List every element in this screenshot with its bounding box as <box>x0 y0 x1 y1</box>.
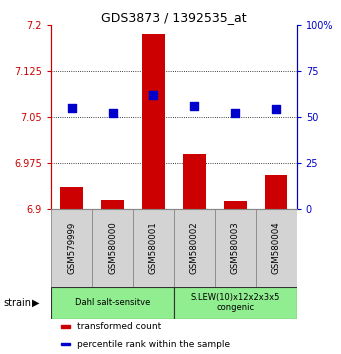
Point <box>273 107 279 112</box>
Bar <box>265 175 287 209</box>
Bar <box>61 343 70 345</box>
Text: GSM580004: GSM580004 <box>272 221 281 274</box>
Bar <box>224 201 247 209</box>
Point <box>151 92 156 98</box>
Bar <box>183 154 206 209</box>
Text: transformed count: transformed count <box>77 322 161 331</box>
Text: GSM580002: GSM580002 <box>190 221 199 274</box>
Bar <box>101 200 124 209</box>
Bar <box>51 287 174 319</box>
Point <box>192 103 197 109</box>
Text: S.LEW(10)x12x2x3x5
congenic: S.LEW(10)x12x2x3x5 congenic <box>191 293 280 312</box>
Text: GSM580003: GSM580003 <box>231 221 240 274</box>
Text: GSM580000: GSM580000 <box>108 221 117 274</box>
Bar <box>51 209 92 287</box>
Bar <box>60 187 83 209</box>
Bar <box>174 209 215 287</box>
Bar <box>174 287 297 319</box>
Text: GSM580001: GSM580001 <box>149 221 158 274</box>
Text: Dahl salt-sensitve: Dahl salt-sensitve <box>75 298 150 307</box>
Bar <box>256 209 297 287</box>
Title: GDS3873 / 1392535_at: GDS3873 / 1392535_at <box>101 11 247 24</box>
Bar <box>92 209 133 287</box>
Bar <box>215 209 256 287</box>
Text: strain: strain <box>3 298 31 308</box>
Text: ▶: ▶ <box>32 298 40 308</box>
Point <box>233 110 238 116</box>
Bar <box>61 325 70 328</box>
Text: GSM579999: GSM579999 <box>67 222 76 274</box>
Text: percentile rank within the sample: percentile rank within the sample <box>77 339 230 349</box>
Bar <box>133 209 174 287</box>
Bar <box>142 34 165 209</box>
Point <box>110 110 115 116</box>
Point <box>69 105 74 110</box>
